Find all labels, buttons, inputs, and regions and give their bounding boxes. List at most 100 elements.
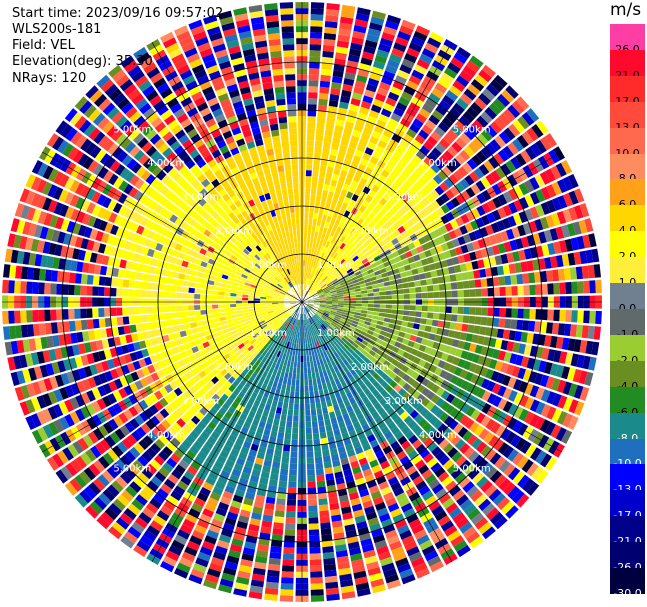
range-gate <box>451 256 460 265</box>
range-gate <box>319 306 326 309</box>
range-gate <box>375 450 385 459</box>
range-gate <box>372 288 380 293</box>
range-gate <box>332 269 339 275</box>
range-gate <box>364 278 371 283</box>
range-gate <box>495 166 507 179</box>
range-gate <box>402 258 410 266</box>
range-gate <box>318 420 325 427</box>
range-gate <box>402 282 409 289</box>
range-gate <box>302 314 304 320</box>
range-gate <box>587 264 595 279</box>
range-gate <box>320 273 326 280</box>
range-gate <box>309 541 321 548</box>
range-gate <box>322 382 328 390</box>
range-gate <box>366 33 380 43</box>
range-gate <box>281 365 287 372</box>
range-gate <box>220 470 231 480</box>
range-gate <box>379 513 391 523</box>
range-gate <box>421 311 428 318</box>
range-gate <box>508 330 516 341</box>
range-gate <box>344 474 355 483</box>
range-gate <box>535 189 546 203</box>
range-gate <box>529 385 540 398</box>
range-gate <box>323 141 331 149</box>
range-gate <box>454 348 463 358</box>
range-gate <box>416 201 426 211</box>
range-gate <box>386 343 394 351</box>
range-gate <box>313 158 321 166</box>
range-gate <box>407 322 414 329</box>
range-gate <box>310 324 314 331</box>
range-gate <box>317 492 327 500</box>
range-gate <box>214 322 222 328</box>
range-gate <box>329 288 336 292</box>
range-gate <box>345 247 352 254</box>
range-gate <box>465 211 475 222</box>
range-gate <box>441 166 452 177</box>
range-gate <box>538 258 546 270</box>
range-gate <box>372 215 381 224</box>
range-gate <box>340 500 351 509</box>
range-gate <box>262 370 269 378</box>
range-gate <box>307 304 314 307</box>
range-gate <box>534 218 544 232</box>
range-gate <box>304 397 310 404</box>
range-gate <box>308 98 318 105</box>
range-gate <box>328 325 334 331</box>
range-gate <box>356 588 371 597</box>
range-gate <box>315 313 321 319</box>
range-gate <box>516 493 530 508</box>
range-gate <box>378 113 390 123</box>
range-gate <box>348 199 356 207</box>
range-gate <box>493 307 500 317</box>
range-gate <box>197 519 210 529</box>
range-gate <box>348 310 356 315</box>
range-gate <box>362 396 370 405</box>
range-gate <box>315 225 320 232</box>
range-gate <box>215 507 227 517</box>
range-gate <box>352 342 359 349</box>
range-gate <box>364 505 376 515</box>
range-gate <box>435 104 448 116</box>
range-gate <box>311 224 316 232</box>
range-gate <box>376 349 384 356</box>
range-gate <box>436 327 444 335</box>
range-gate <box>318 498 328 506</box>
range-gate <box>551 197 562 211</box>
range-gate <box>129 271 137 280</box>
range-gate <box>467 124 480 137</box>
range-gate <box>437 471 450 483</box>
range-gate <box>92 275 100 286</box>
range-gate <box>382 129 393 139</box>
range-gate <box>363 356 371 364</box>
range-gate <box>281 408 288 415</box>
range-gate <box>307 236 311 243</box>
range-gate <box>347 338 355 345</box>
range-gate <box>315 285 321 291</box>
range-gate <box>323 312 329 317</box>
range-gate <box>437 77 451 89</box>
range-gate <box>452 512 466 524</box>
range-gate <box>540 453 552 468</box>
range-gate <box>339 22 353 31</box>
range-gate <box>350 416 359 424</box>
range-gate <box>327 105 338 114</box>
range-gate <box>357 370 364 378</box>
range-gate <box>407 208 416 218</box>
range-gate <box>501 89 515 103</box>
range-gate <box>391 546 405 557</box>
range-gate <box>498 276 506 286</box>
range-gate <box>336 356 343 364</box>
range-gate <box>326 3 340 11</box>
range-gate <box>340 281 347 286</box>
range-gate <box>266 372 272 380</box>
range-gate <box>326 399 333 407</box>
range-gate <box>371 280 378 285</box>
range-gate <box>308 248 312 255</box>
range-gate <box>308 529 320 536</box>
range-gate <box>276 350 282 358</box>
range-gate <box>409 262 417 270</box>
range-gate <box>14 280 21 294</box>
range-gate <box>353 123 364 133</box>
range-gate <box>363 208 371 216</box>
